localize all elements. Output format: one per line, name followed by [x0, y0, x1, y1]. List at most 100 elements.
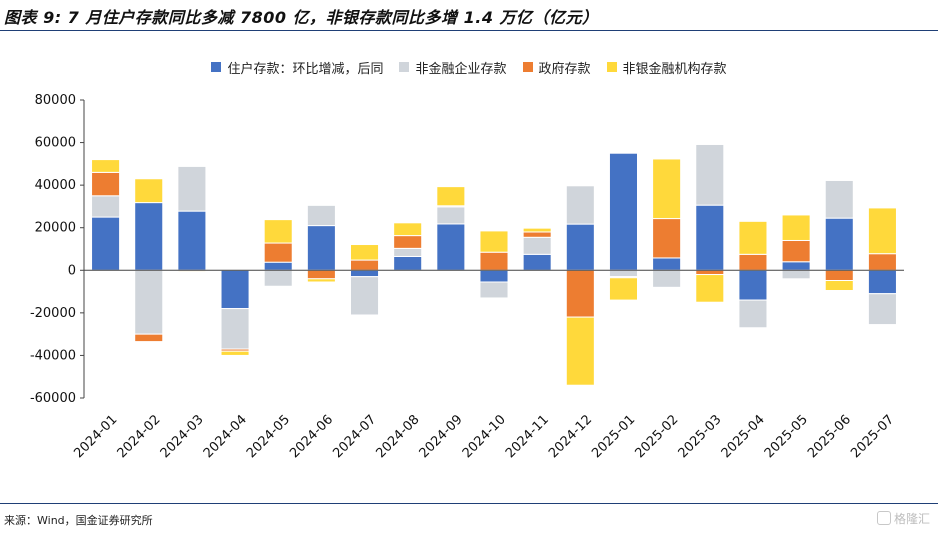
legend-label: 住户存款：环比增减，后同 — [227, 61, 384, 77]
bar-segment — [479, 251, 509, 271]
bar-segment — [781, 269, 811, 280]
bar-segment — [306, 278, 336, 283]
x-tick-label: 2025-05 — [762, 412, 811, 461]
bar-segment — [695, 269, 725, 276]
y-tick-label: -40000 — [30, 348, 76, 363]
x-tick-label: 2024-09 — [417, 412, 466, 461]
bar-segment — [781, 239, 811, 263]
chart-title: 图表 9: 7 月住户存款同比多减 7800 亿，非银存款同比多增 1.4 万亿… — [4, 8, 599, 27]
bar-segment — [479, 281, 509, 299]
bar-segment — [220, 350, 250, 356]
legend-swatch — [211, 62, 222, 72]
bar-segment — [306, 269, 336, 280]
bar-segment — [91, 195, 121, 218]
watermark: 格隆汇 — [876, 510, 930, 527]
bar-segment — [824, 179, 854, 219]
x-tick-label: 2024-04 — [201, 412, 250, 461]
footer-divider — [0, 503, 938, 504]
y-tick-label: 20000 — [35, 221, 76, 236]
y-tick-label: -20000 — [30, 306, 76, 321]
y-tick-label: 60000 — [35, 136, 76, 151]
bar-segment — [652, 158, 682, 220]
bar-segment — [522, 236, 552, 255]
source-note: 来源：Wind，国金证券研究所 — [4, 514, 153, 527]
bar-segment — [91, 171, 121, 197]
bar-segment — [565, 185, 595, 225]
bar-segment — [781, 214, 811, 241]
bar-segment — [436, 206, 466, 225]
bar-segment — [824, 217, 854, 271]
legend-item: 非金融企业存款 — [399, 58, 507, 77]
bar-segment — [781, 261, 811, 271]
bar-segment — [738, 299, 768, 329]
bar-segment — [350, 276, 380, 316]
bar-segment — [565, 316, 595, 386]
x-tick-label: 2025-02 — [632, 412, 681, 461]
x-tick-label: 2024-10 — [460, 412, 509, 461]
y-tick-label: -60000 — [30, 391, 76, 406]
legend-item: 非银金融机构存款 — [606, 58, 727, 77]
bar-segment — [91, 216, 121, 271]
chart-svg: 80000 60000 40000 20000 0 -20000 -40000 -60000 2… — [30, 93, 904, 461]
x-tick-label: 2024-02 — [115, 412, 164, 461]
legend-item: 政府存款 — [522, 58, 591, 77]
legend-swatch — [606, 62, 617, 72]
x-tick-label: 2024-12 — [546, 412, 595, 461]
bar-segment — [91, 159, 121, 173]
bar-segment — [608, 269, 639, 278]
bar-segment — [652, 218, 682, 259]
bar-segment — [177, 270, 207, 273]
bar-segment — [134, 333, 164, 343]
bar-segment — [738, 269, 768, 301]
legend: 住户存款：环比增减，后同 非金融企业存款 政府存款 非银金融机构存款 — [0, 56, 938, 78]
title-bar: 图表 9: 7 月住户存款同比多减 7800 亿，非银存款同比多增 1.4 万亿… — [0, 0, 938, 31]
bar-segment — [479, 230, 509, 253]
bar-segment — [824, 280, 854, 292]
bar-segment — [436, 186, 466, 207]
legend-label: 政府存款 — [538, 61, 591, 77]
bar-segment — [134, 269, 164, 335]
bar-segment — [565, 269, 595, 318]
bar-segment — [565, 223, 595, 271]
y-tick-label: 40000 — [35, 178, 76, 193]
bar-segment — [652, 269, 682, 288]
y-tick-label: 80000 — [35, 93, 76, 108]
x-tick-label: 2024-03 — [158, 412, 207, 461]
x-tick-label: 2024-07 — [330, 412, 379, 461]
bar-segment — [695, 274, 725, 303]
bar-segment — [393, 235, 423, 249]
bar-segment — [824, 269, 854, 282]
bar-segment — [522, 227, 552, 233]
x-tick-label: 2025-03 — [676, 412, 725, 461]
bar-segment — [263, 269, 293, 287]
bar-segment — [393, 247, 423, 257]
bar-segment — [306, 225, 336, 271]
bar-segment — [479, 269, 509, 283]
bar-segment — [350, 244, 380, 261]
x-tick-label: 2024-11 — [503, 412, 552, 461]
bar-segment — [652, 257, 682, 271]
legend-label: 非银金融机构存款 — [622, 61, 727, 77]
bar-segment — [220, 308, 250, 350]
bar-segment — [134, 202, 164, 271]
bar-segment — [608, 277, 639, 301]
legend-swatch — [399, 62, 410, 72]
y-tick-label: 0 — [68, 263, 76, 278]
x-tick-label: 2024-08 — [373, 412, 422, 461]
bar-segment — [695, 204, 725, 271]
bar-segment — [522, 231, 552, 238]
bar-segment — [306, 204, 336, 227]
bar-segment — [350, 259, 380, 271]
bar-segment — [263, 261, 293, 271]
bar-segment — [393, 255, 423, 271]
bar-segment — [695, 143, 725, 206]
watermark-logo-icon — [876, 511, 891, 525]
bar-segment — [867, 253, 897, 271]
bar-segment — [177, 165, 207, 212]
bar-segment — [738, 220, 768, 255]
bar-segment — [220, 269, 250, 310]
x-tick-label: 2024-01 — [71, 412, 120, 461]
bar-segment — [867, 293, 897, 326]
bar-segment — [177, 210, 207, 271]
bar-segment — [738, 253, 768, 271]
